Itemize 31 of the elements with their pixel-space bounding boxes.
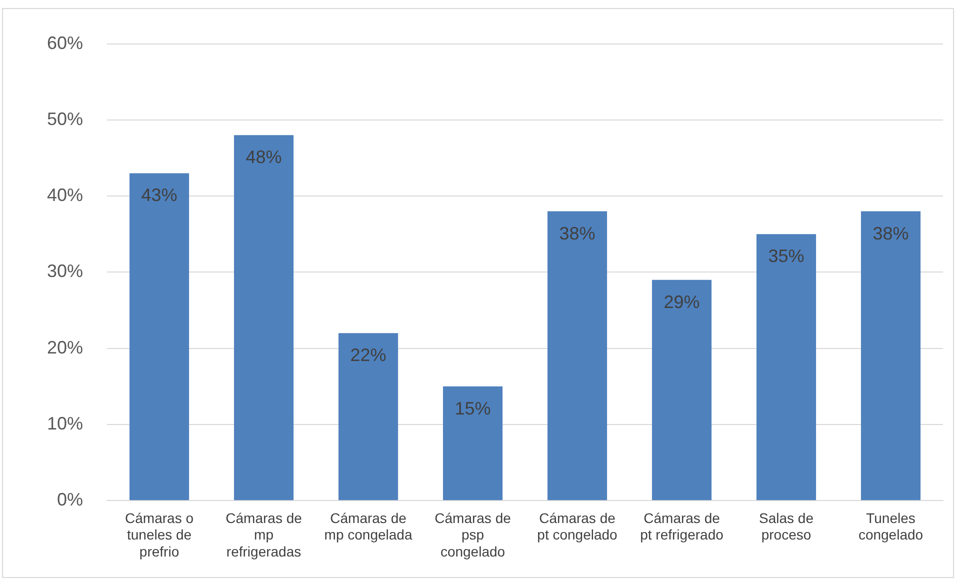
data-label: 35% [768,246,804,266]
bar [860,211,921,500]
data-label: 48% [246,147,282,168]
y-tick-label: 30% [46,261,84,282]
bar [756,234,816,500]
x-tick-label: Salas de proceso [759,510,814,543]
y-tick-label: 20% [46,337,84,358]
x-tick-label: Cámaras de pt congelado [537,510,618,543]
x-tick-label: Cámaras de psp congelado [434,510,512,560]
data-label: 15% [454,398,491,418]
y-tick-label: 40% [46,185,84,206]
y-tick-label: 60% [46,32,84,53]
data-label: 38% [559,223,596,244]
data-label: 43% [141,185,178,206]
x-tick-label: Tuneles congelado [858,510,924,543]
bar [129,173,190,500]
data-label: 29% [664,292,700,312]
data-label: 22% [350,345,386,366]
x-tick-label: Cámaras de pt refrigerado [640,510,724,543]
data-label: 38% [872,223,909,244]
y-tick-label: 0% [57,490,84,510]
y-tick-label: 50% [46,108,84,129]
bar [652,280,712,500]
bar [338,333,398,500]
y-tick-label: 10% [46,413,84,434]
bar [442,386,503,500]
x-tick-label: Cámaras de mp refrigeradas [226,510,302,560]
x-tick-label: Cámaras o tuneles de prefrio [125,510,194,560]
bar [234,135,294,500]
bar [547,211,608,500]
x-tick-label: Cámaras de mp congelada [324,510,412,543]
